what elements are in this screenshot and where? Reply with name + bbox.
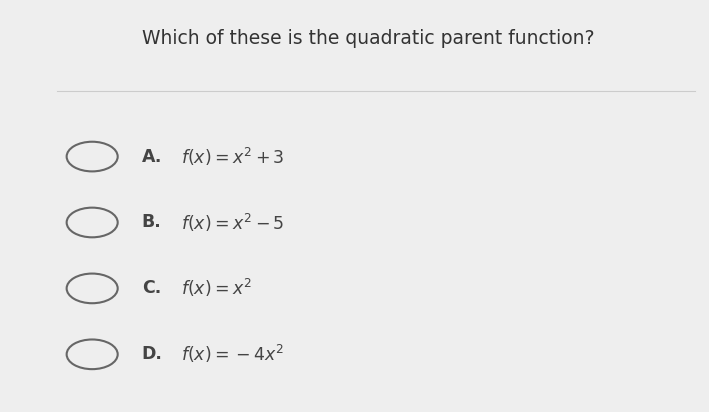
Text: Which of these is the quadratic parent function?: Which of these is the quadratic parent f… xyxy=(143,29,595,48)
Text: B.: B. xyxy=(142,213,162,232)
Text: C.: C. xyxy=(142,279,161,297)
Text: $f(x) = -4x^2$: $f(x) = -4x^2$ xyxy=(181,343,284,365)
Text: A.: A. xyxy=(142,147,162,166)
Text: $f(x) = x^2 + 3$: $f(x) = x^2 + 3$ xyxy=(181,145,284,168)
Text: $f(x) = x^2$: $f(x) = x^2$ xyxy=(181,277,252,300)
Text: $f(x) = x^2 - 5$: $f(x) = x^2 - 5$ xyxy=(181,211,284,234)
Text: D.: D. xyxy=(142,345,162,363)
